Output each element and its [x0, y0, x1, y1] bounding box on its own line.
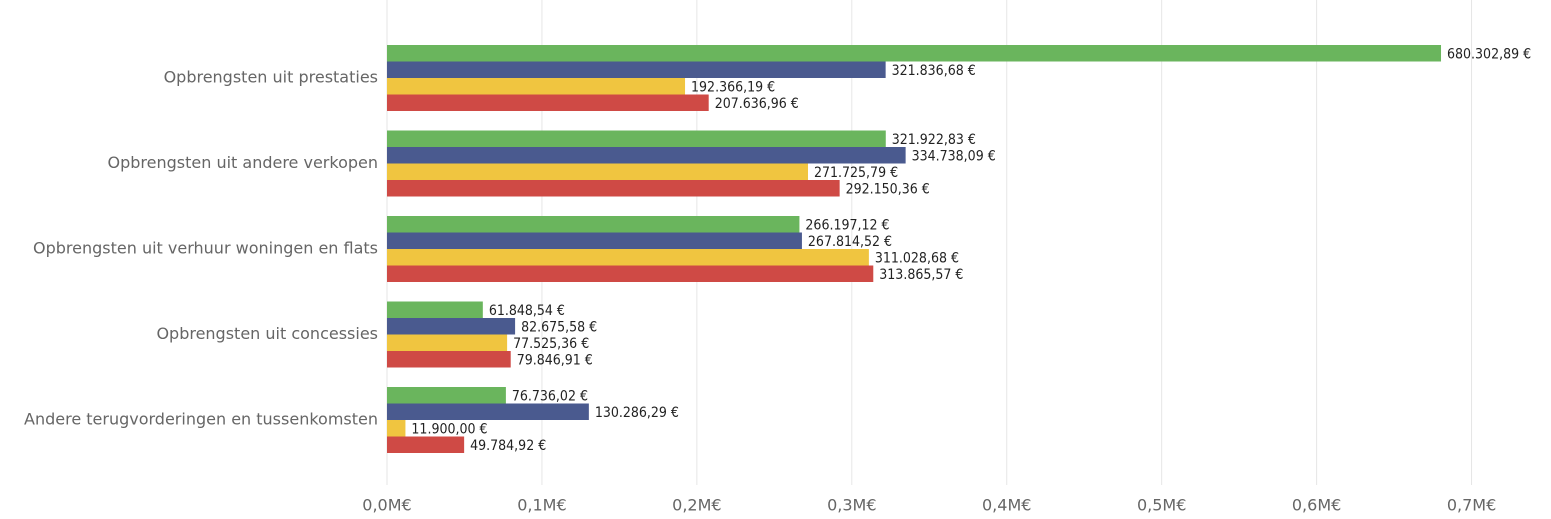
value-label: 82.675,58 €	[521, 319, 597, 335]
category-label: Andere terugvorderingen en tussenkomsten	[24, 410, 378, 429]
bar	[387, 94, 709, 111]
value-label: 61.848,54 €	[489, 303, 565, 319]
x-tick-label: 0,5M€	[1137, 496, 1186, 515]
bar	[387, 249, 869, 266]
category-label: Opbrengsten uit verhuur woningen en flat…	[33, 239, 378, 258]
value-label: 321.836,68 €	[892, 63, 976, 79]
bar	[387, 403, 589, 420]
value-label: 313.865,57 €	[879, 267, 963, 283]
x-tick-label: 0,4M€	[982, 496, 1031, 515]
value-label: 49.784,92 €	[470, 438, 546, 454]
x-tick-label: 0,3M€	[827, 496, 876, 515]
category-label: Opbrengsten uit concessies	[156, 324, 378, 343]
bar	[387, 301, 483, 318]
value-label: 271.725,79 €	[814, 165, 898, 181]
bar	[387, 351, 511, 368]
value-label: 130.286,29 €	[595, 405, 679, 421]
x-tick-label: 0,7M€	[1447, 496, 1496, 515]
value-label: 77.525,36 €	[513, 336, 589, 352]
value-label: 311.028,68 €	[875, 250, 959, 266]
bar	[387, 216, 800, 233]
bar	[387, 420, 406, 437]
value-label: 11.900,00 €	[411, 421, 487, 437]
bar	[387, 61, 886, 78]
category-label: Opbrengsten uit andere verkopen	[107, 153, 378, 172]
value-label: 267.814,52 €	[808, 234, 892, 250]
value-label: 79.846,91 €	[517, 352, 593, 368]
bar	[387, 387, 506, 404]
category-label: Opbrengsten uit prestaties	[164, 68, 378, 87]
x-tick-label: 0,0M€	[362, 496, 411, 515]
bar	[387, 163, 808, 180]
bar	[387, 232, 802, 249]
value-label: 266.197,12 €	[805, 217, 889, 233]
value-label: 192.366,19 €	[691, 79, 775, 95]
x-tick-label: 0,6M€	[1292, 496, 1341, 515]
value-label: 680.302,89 €	[1447, 46, 1531, 62]
bar	[387, 318, 516, 335]
bar	[387, 45, 1442, 62]
bar	[387, 78, 686, 95]
value-label: 292.150,36 €	[846, 181, 930, 197]
x-tick-label: 0,1M€	[517, 496, 566, 515]
bar	[387, 147, 906, 164]
bar	[387, 265, 874, 282]
x-tick-label: 0,2M€	[672, 496, 721, 515]
bar	[387, 436, 465, 453]
value-label: 321.922,83 €	[892, 132, 976, 148]
value-label: 76.736,02 €	[512, 388, 588, 404]
bar	[387, 130, 886, 147]
bar	[387, 334, 508, 351]
bar	[387, 180, 840, 197]
value-label: 334.738,09 €	[912, 148, 996, 164]
value-label: 207.636,96 €	[715, 96, 799, 112]
